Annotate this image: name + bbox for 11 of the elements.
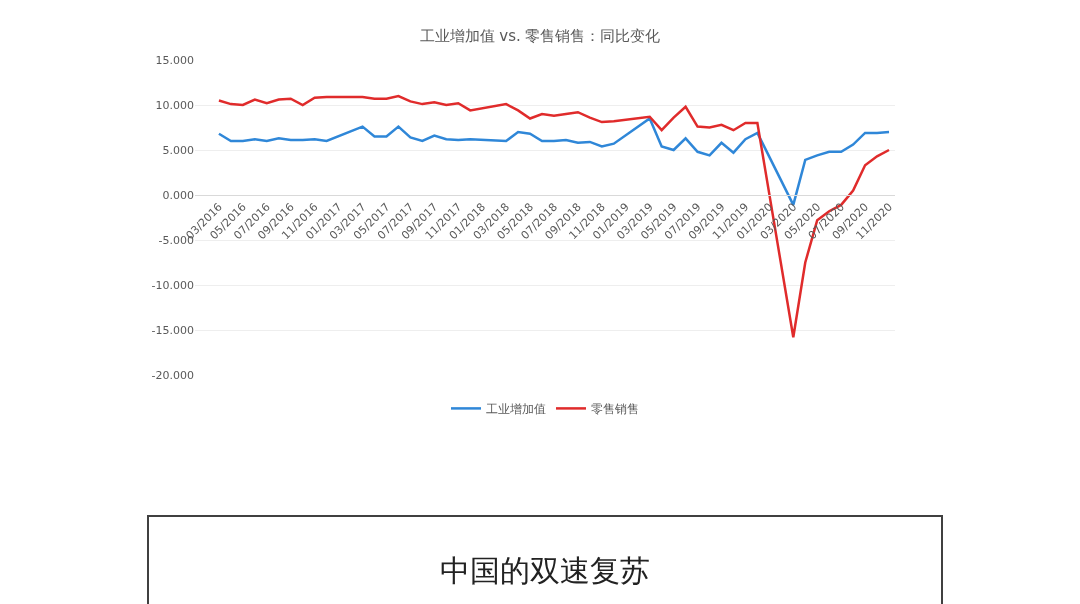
text: 中国的双速复苏	[440, 553, 650, 588]
y-tick-label: -10.000	[151, 278, 194, 292]
y-tick-label: 5.000	[162, 143, 194, 157]
y-tick-label: -20.000	[151, 368, 194, 382]
y-tick-label: 10.000	[155, 98, 194, 112]
y-tick-label: 15.000	[155, 53, 194, 67]
legend-label: 工业增加值	[486, 402, 546, 417]
y-tick-label: 0.000	[162, 188, 194, 202]
chart-title: 工业增加值 vs. 零售销售：同比变化	[419, 27, 661, 46]
y-tick-label: -15.000	[151, 323, 194, 337]
legend-label: 零售销售	[591, 402, 639, 417]
